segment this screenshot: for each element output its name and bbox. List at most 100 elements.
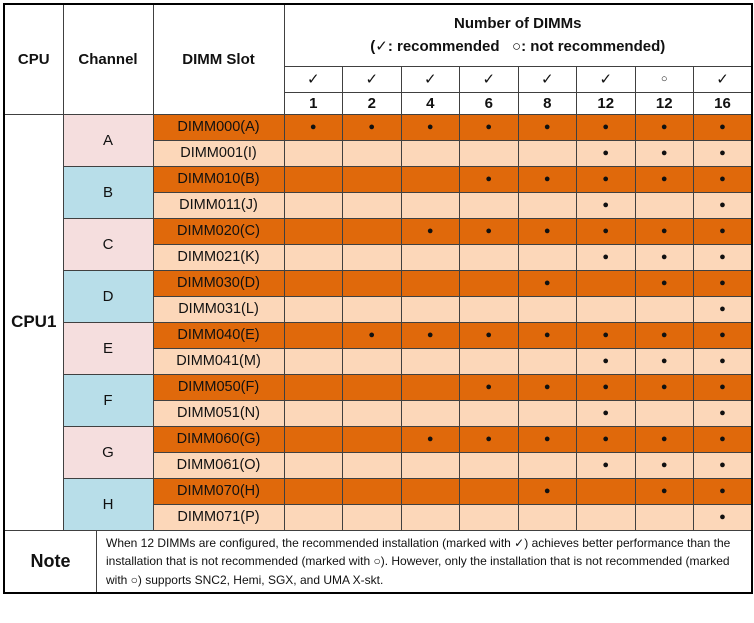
dimm-empty-cell [634, 191, 694, 219]
not-recommended-mark: ○ [634, 65, 694, 93]
dimm-empty-cell [459, 139, 519, 167]
dimm-populated-dot: ● [693, 269, 753, 297]
dimm-empty-cell [283, 399, 343, 427]
dimm-populated-dot: ● [342, 113, 402, 141]
dimm-populated-dot: ● [517, 269, 577, 297]
dimm-slot-name: DIMM060(G) [152, 425, 285, 453]
dimm-empty-cell [459, 243, 519, 271]
dimm-slot-name: DIMM010(B) [152, 165, 285, 193]
dimm-row: F DIMM050(F) ● ● ● ● ● [4, 373, 753, 427]
dimm-empty-cell [342, 243, 402, 271]
dimm-slot-name: DIMM020(C) [152, 217, 285, 245]
dimm-populated-dot: ● [400, 217, 460, 245]
channel-cell: D [62, 269, 154, 323]
dimm-populated-dot: ● [693, 321, 753, 349]
dimm-populated-dot: ● [576, 347, 636, 375]
note-cell: Note When 12 DIMMs are configured, the r… [3, 529, 753, 594]
dimm-populated-dot: ● [400, 425, 460, 453]
dimm-populated-dot: ● [693, 295, 753, 323]
dimm-empty-cell [400, 139, 460, 167]
dimm-empty-cell [342, 191, 402, 219]
dimm-empty-cell [342, 139, 402, 167]
dimm-populated-dot: ● [517, 373, 577, 401]
dimm-populated-dot: ● [693, 165, 753, 193]
dimm-populated-dot: ● [400, 321, 460, 349]
dimm-populated-dot: ● [693, 113, 753, 141]
dimm-populated-dot: ● [517, 217, 577, 245]
header-row-title: CPU Channel DIMM Slot Number of DIMMs (✓… [3, 3, 753, 115]
dimm-empty-cell [342, 399, 402, 427]
dimm-empty-cell [400, 373, 460, 401]
channel-cell: F [62, 373, 154, 427]
note-row: Note When 12 DIMMs are configured, the r… [3, 529, 753, 594]
dimm-empty-cell [459, 451, 519, 479]
dimm-empty-cell [342, 295, 402, 323]
dimm-populated-dot: ● [459, 165, 519, 193]
dimm-row: DIMM051(N) ● ● [4, 399, 753, 427]
legend-subtitle: (✓: recommended ○: not recommended) [370, 38, 666, 56]
dimm-populated-dot: ● [459, 217, 519, 245]
dimm-slot-name: DIMM011(J) [152, 191, 285, 219]
dimm-slot-name: DIMM071(P) [152, 503, 285, 531]
dimm-slot-name: DIMM021(K) [152, 243, 285, 271]
dimm-slot-name: DIMM050(F) [152, 373, 285, 401]
dimm-slot-name: DIMM070(H) [152, 477, 285, 505]
dimm-empty-cell [283, 477, 343, 505]
dimm-row: DIMM061(O) ● ● ● [4, 451, 753, 479]
dimm-empty-cell [459, 295, 519, 323]
dimm-empty-cell [634, 399, 694, 427]
dimm-count-header: 12 [634, 91, 694, 115]
dimm-populated-dot: ● [634, 321, 694, 349]
channel-cell: B [62, 165, 154, 219]
recommended-mark: ✓ [576, 65, 636, 93]
dimm-empty-cell [517, 503, 577, 531]
dimm-empty-cell [517, 139, 577, 167]
dimm-empty-cell [576, 269, 636, 297]
dimm-populated-dot: ● [342, 321, 402, 349]
dimm-slot-name: DIMM051(N) [152, 399, 285, 427]
dimm-empty-cell [576, 477, 636, 505]
dimm-empty-cell [283, 373, 343, 401]
dimm-populated-dot: ● [634, 451, 694, 479]
dimm-row: CPU1 A DIMM000(A) ● ● ● ● ● ● ● ● [3, 113, 753, 531]
number-of-dimms-header: Number of DIMMs (✓: recommended ○: not r… [283, 3, 753, 67]
recommendation-marks-row: ✓ ✓ ✓ ✓ ✓ ✓ ○ ✓ [4, 65, 753, 93]
dimm-populated-dot: ● [693, 243, 753, 271]
dimm-counts-row: 1 2 4 6 8 12 12 16 [4, 91, 753, 115]
dimm-populated-dot: ● [576, 139, 636, 167]
dimm-populated-dot: ● [634, 243, 694, 271]
dimm-empty-cell [283, 217, 343, 245]
dimm-slot-name: DIMM030(D) [152, 269, 285, 297]
dimm-populated-dot: ● [693, 451, 753, 479]
dimm-empty-cell [517, 347, 577, 375]
recommended-mark: ✓ [459, 65, 519, 93]
dimm-row: D DIMM030(D) ● ● ● [4, 269, 753, 323]
dimm-populated-dot: ● [576, 191, 636, 219]
dimm-populated-dot: ● [693, 425, 753, 453]
dimm-empty-cell [400, 269, 460, 297]
dimm-empty-cell [517, 191, 577, 219]
dimm-empty-cell [342, 217, 402, 245]
dimm-empty-cell [342, 347, 402, 375]
recommended-mark: ✓ [283, 65, 343, 93]
dimm-populated-dot: ● [634, 165, 694, 193]
dimm-populated-dot: ● [517, 165, 577, 193]
dimm-empty-cell [400, 295, 460, 323]
dimm-empty-cell [459, 477, 519, 505]
dimm-empty-cell [517, 451, 577, 479]
dimm-populated-dot: ● [576, 243, 636, 271]
number-of-dimms-title: Number of DIMMs [454, 15, 582, 32]
dimm-empty-cell [576, 503, 636, 531]
dimm-row: DIMM071(P) ● [4, 503, 753, 531]
dimm-populated-dot: ● [693, 217, 753, 245]
dimm-populated-dot: ● [693, 477, 753, 505]
dimm-empty-cell [283, 503, 343, 531]
dimm-populated-dot: ● [634, 139, 694, 167]
dimm-populated-dot: ● [517, 477, 577, 505]
dimm-empty-cell [459, 269, 519, 297]
dimm-populated-dot: ● [576, 165, 636, 193]
dimm-populated-dot: ● [634, 477, 694, 505]
recommended-mark: ✓ [693, 65, 753, 93]
dimm-empty-cell [283, 451, 343, 479]
